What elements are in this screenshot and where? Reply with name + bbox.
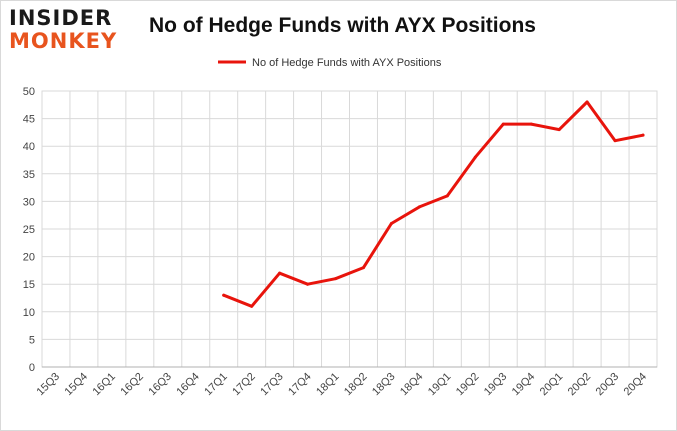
x-tick-label: 17Q4 <box>286 371 314 399</box>
x-tick-label: 17Q2 <box>230 371 258 399</box>
y-tick-label: 35 <box>23 169 35 181</box>
y-tick-label: 30 <box>23 196 35 208</box>
data-point <box>417 205 421 209</box>
data-point <box>529 122 533 126</box>
x-tick-label: 17Q1 <box>202 371 230 399</box>
data-point <box>222 293 226 297</box>
series-line <box>222 100 645 308</box>
data-point <box>501 122 505 126</box>
x-tick-label: 16Q4 <box>174 371 202 399</box>
x-tick-label: 18Q1 <box>314 371 342 399</box>
x-tick-label: 19Q1 <box>426 371 454 399</box>
chart-title: No of Hedge Funds with AYX Positions <box>149 14 536 37</box>
data-point <box>250 304 254 308</box>
x-tick-label: 18Q2 <box>342 371 370 399</box>
x-tick-label: 17Q3 <box>258 371 286 399</box>
insider-monkey-logo: INSIDER MONKEY <box>9 8 127 54</box>
data-point <box>445 194 449 198</box>
x-tick-label: 16Q1 <box>90 371 118 399</box>
y-tick-label: 50 <box>23 86 35 98</box>
data-point <box>334 277 338 281</box>
y-tick-label: 15 <box>23 279 35 291</box>
y-tick-label: 0 <box>29 362 35 374</box>
x-tick-label: 20Q1 <box>538 371 566 399</box>
x-tick-label: 20Q4 <box>622 371 650 399</box>
y-tick-label: 20 <box>23 252 35 264</box>
x-tick-label: 19Q4 <box>510 371 538 399</box>
y-tick-label: 45 <box>23 114 35 126</box>
x-tick-label: 20Q3 <box>594 371 622 399</box>
legend-label: No of Hedge Funds with AYX Positions <box>252 57 442 69</box>
data-point <box>389 221 393 225</box>
data-point <box>306 282 310 286</box>
data-point <box>278 271 282 275</box>
logo-line-monkey: MONKEY <box>9 29 118 53</box>
y-tick-label: 10 <box>23 307 35 319</box>
y-tick-label: 5 <box>29 334 35 346</box>
data-point <box>557 128 561 132</box>
x-tick-label: 16Q2 <box>118 371 146 399</box>
x-tick-label: 16Q3 <box>146 371 174 399</box>
data-point <box>641 133 645 137</box>
data-point <box>473 155 477 159</box>
data-point <box>613 139 617 143</box>
logo-line-insider: INSIDER <box>9 6 113 30</box>
x-tick-label: 19Q2 <box>454 371 482 399</box>
x-tick-label: 18Q4 <box>398 371 426 399</box>
x-tick-label: 19Q3 <box>482 371 510 399</box>
y-tick-label: 25 <box>23 224 35 236</box>
x-tick-label: 15Q4 <box>63 371 91 399</box>
data-point <box>585 100 589 104</box>
x-tick-label: 18Q3 <box>370 371 398 399</box>
y-tick-label: 40 <box>23 141 35 153</box>
x-tick-label: 20Q2 <box>566 371 594 399</box>
data-point <box>361 266 365 270</box>
x-tick-label: 15Q3 <box>35 371 63 399</box>
